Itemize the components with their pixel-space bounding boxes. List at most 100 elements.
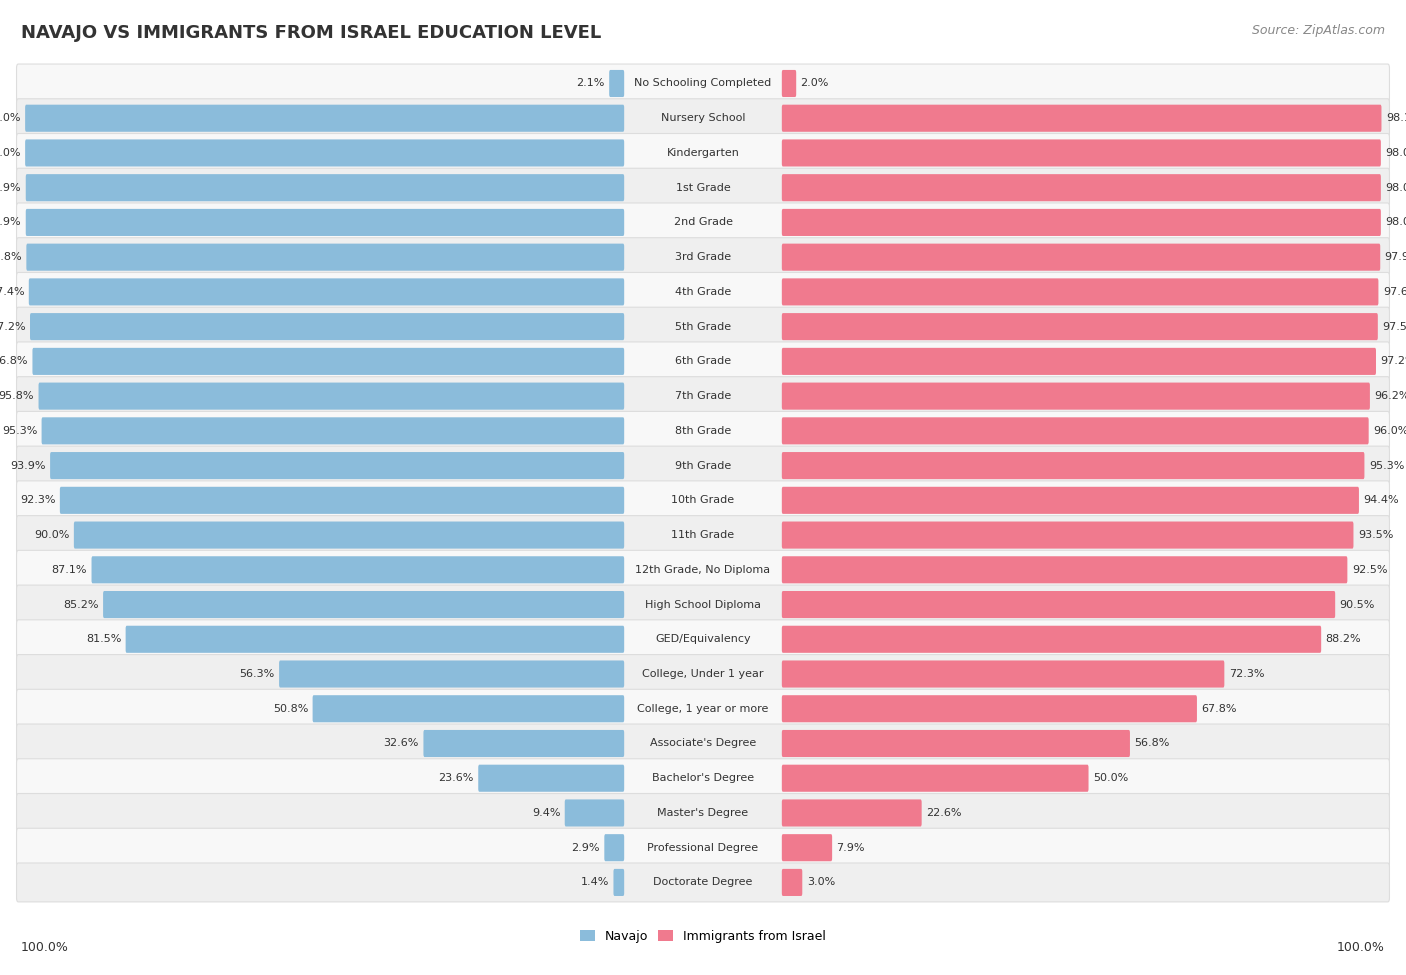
FancyBboxPatch shape [17,134,1389,173]
Text: Professional Degree: Professional Degree [647,842,759,853]
FancyBboxPatch shape [17,203,1389,242]
Text: 98.1%: 98.1% [1386,113,1406,123]
Text: 97.2%: 97.2% [0,322,25,332]
FancyBboxPatch shape [91,557,624,583]
Text: Master's Degree: Master's Degree [658,808,748,818]
Text: 3.0%: 3.0% [807,878,835,887]
FancyBboxPatch shape [782,800,922,827]
Text: 97.6%: 97.6% [1384,287,1406,297]
FancyBboxPatch shape [17,238,1389,277]
FancyBboxPatch shape [17,585,1389,624]
Text: 95.3%: 95.3% [1,426,37,436]
FancyBboxPatch shape [17,794,1389,833]
FancyBboxPatch shape [782,209,1381,236]
Text: 98.0%: 98.0% [1385,217,1406,227]
Text: 97.2%: 97.2% [1381,357,1406,367]
Text: 96.0%: 96.0% [1374,426,1406,436]
Text: 93.9%: 93.9% [10,460,46,471]
Text: 10th Grade: 10th Grade [672,495,734,505]
FancyBboxPatch shape [17,724,1389,763]
FancyBboxPatch shape [312,695,624,722]
Text: 95.8%: 95.8% [0,391,34,401]
Text: No Schooling Completed: No Schooling Completed [634,78,772,89]
FancyBboxPatch shape [17,64,1389,103]
Text: Kindergarten: Kindergarten [666,148,740,158]
Legend: Navajo, Immigrants from Israel: Navajo, Immigrants from Israel [575,924,831,948]
Text: 100.0%: 100.0% [1337,941,1385,954]
FancyBboxPatch shape [613,869,624,896]
Text: Doctorate Degree: Doctorate Degree [654,878,752,887]
Text: 98.0%: 98.0% [1385,148,1406,158]
FancyBboxPatch shape [605,835,624,861]
FancyBboxPatch shape [25,104,624,132]
FancyBboxPatch shape [17,863,1389,902]
Text: NAVAJO VS IMMIGRANTS FROM ISRAEL EDUCATION LEVEL: NAVAJO VS IMMIGRANTS FROM ISRAEL EDUCATI… [21,24,602,42]
Text: 97.9%: 97.9% [1385,253,1406,262]
FancyBboxPatch shape [782,487,1360,514]
Text: 96.8%: 96.8% [0,357,28,367]
FancyBboxPatch shape [28,278,624,305]
Text: 97.4%: 97.4% [0,287,24,297]
FancyBboxPatch shape [17,759,1389,798]
Text: 23.6%: 23.6% [439,773,474,783]
FancyBboxPatch shape [60,487,624,514]
FancyBboxPatch shape [25,175,624,201]
Text: 67.8%: 67.8% [1201,704,1237,714]
Text: 1st Grade: 1st Grade [676,182,730,193]
Text: 22.6%: 22.6% [927,808,962,818]
Text: 96.2%: 96.2% [1374,391,1406,401]
Text: 98.0%: 98.0% [0,148,21,158]
Text: 50.0%: 50.0% [1092,773,1128,783]
FancyBboxPatch shape [782,695,1197,722]
Text: 56.8%: 56.8% [1135,738,1170,749]
FancyBboxPatch shape [17,447,1389,485]
FancyBboxPatch shape [280,660,624,687]
Text: 7.9%: 7.9% [837,842,865,853]
FancyBboxPatch shape [17,654,1389,693]
Text: 92.3%: 92.3% [20,495,55,505]
Text: 93.5%: 93.5% [1358,530,1393,540]
Text: 97.9%: 97.9% [0,217,21,227]
Text: 56.3%: 56.3% [239,669,274,679]
FancyBboxPatch shape [27,244,624,271]
Text: 2.9%: 2.9% [571,842,600,853]
FancyBboxPatch shape [30,313,624,340]
Text: 100.0%: 100.0% [21,941,69,954]
FancyBboxPatch shape [17,481,1389,520]
FancyBboxPatch shape [423,730,624,757]
FancyBboxPatch shape [782,557,1347,583]
Text: 1.4%: 1.4% [581,878,609,887]
FancyBboxPatch shape [609,70,624,98]
FancyBboxPatch shape [782,522,1354,549]
FancyBboxPatch shape [782,175,1381,201]
Text: 2.1%: 2.1% [576,78,605,89]
Text: College, Under 1 year: College, Under 1 year [643,669,763,679]
Text: 9.4%: 9.4% [531,808,561,818]
Text: 4th Grade: 4th Grade [675,287,731,297]
FancyBboxPatch shape [782,348,1376,375]
Text: 2.0%: 2.0% [800,78,830,89]
FancyBboxPatch shape [25,139,624,167]
FancyBboxPatch shape [17,620,1389,659]
Text: 50.8%: 50.8% [273,704,308,714]
FancyBboxPatch shape [42,417,624,445]
FancyBboxPatch shape [782,591,1336,618]
Text: GED/Equivalency: GED/Equivalency [655,635,751,644]
FancyBboxPatch shape [103,591,624,618]
FancyBboxPatch shape [17,411,1389,450]
FancyBboxPatch shape [17,516,1389,555]
FancyBboxPatch shape [17,828,1389,867]
FancyBboxPatch shape [782,139,1381,167]
FancyBboxPatch shape [782,313,1378,340]
FancyBboxPatch shape [51,452,624,479]
Text: Source: ZipAtlas.com: Source: ZipAtlas.com [1251,24,1385,37]
FancyBboxPatch shape [478,764,624,792]
Text: 97.9%: 97.9% [0,182,21,193]
FancyBboxPatch shape [17,272,1389,311]
Text: 92.5%: 92.5% [1351,565,1388,575]
Text: Associate's Degree: Associate's Degree [650,738,756,749]
Text: 6th Grade: 6th Grade [675,357,731,367]
FancyBboxPatch shape [17,307,1389,346]
FancyBboxPatch shape [782,626,1322,653]
FancyBboxPatch shape [782,869,803,896]
